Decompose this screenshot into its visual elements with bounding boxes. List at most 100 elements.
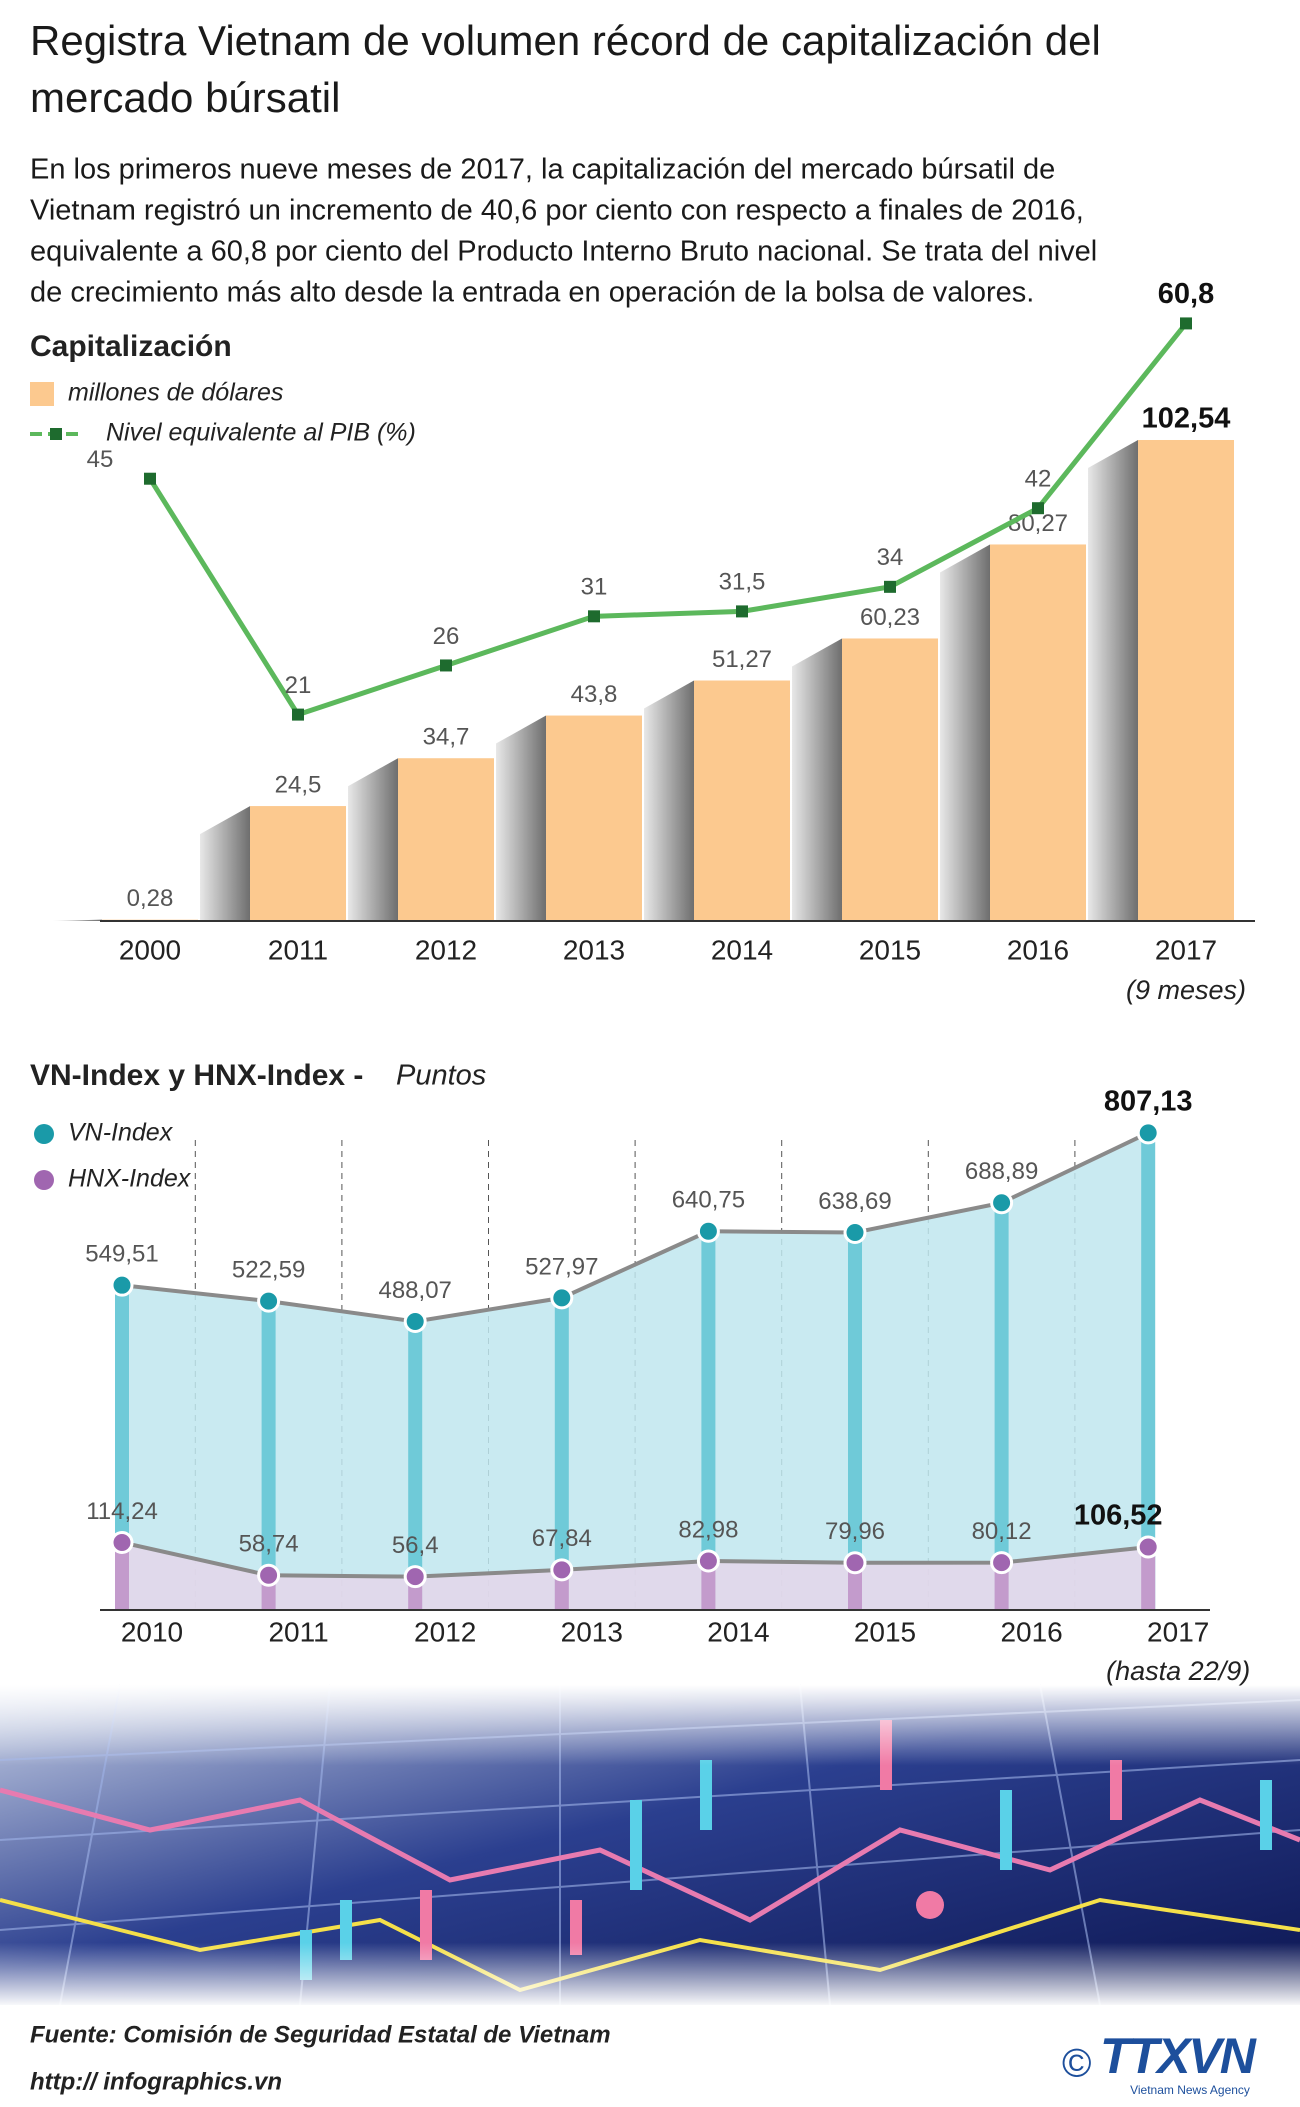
x-tick-label: 2014 (707, 1616, 769, 1647)
logo-subtitle: Vietnam News Agency (1130, 2083, 1250, 2097)
point (843, 1220, 867, 1244)
line-point (1180, 317, 1192, 330)
area (122, 1542, 1149, 1610)
description: Vietnam registró un incremento de 40,6 p… (30, 195, 1084, 227)
url: http:// infographics.vn (30, 2068, 282, 2095)
bar-side (1088, 439, 1138, 921)
value-label: 688,89 (965, 1158, 1038, 1185)
point (550, 1558, 574, 1582)
bar-value-label: 43,8 (571, 681, 618, 708)
value-label: 638,69 (818, 1188, 891, 1215)
chart-subtitle: Puntos (396, 1060, 486, 1092)
column (848, 1232, 862, 1610)
legend-label: millones de dólares (68, 379, 283, 407)
legend-label: HNX-Index (68, 1165, 192, 1193)
bar-side (496, 715, 546, 921)
line-point (1032, 502, 1044, 515)
point (110, 1273, 134, 1297)
point (990, 1191, 1014, 1215)
chart-title: Capitalización (30, 330, 232, 363)
x-tick-label: 2015 (859, 934, 921, 965)
column (994, 1562, 1009, 1610)
point (110, 1530, 134, 1554)
point (696, 1219, 720, 1243)
title: mercado búrsatil (30, 74, 340, 121)
column (408, 1321, 423, 1610)
point (257, 1563, 281, 1587)
column (1141, 1547, 1156, 1610)
value-label: 114,24 (86, 1498, 158, 1525)
point (403, 1309, 427, 1333)
line (147, 321, 1188, 718)
column (701, 1231, 716, 1610)
line-point (292, 708, 304, 721)
line-value-label: 26 (433, 623, 460, 650)
bar (546, 715, 642, 921)
bar (1138, 439, 1234, 921)
x-tick-label: 2016 (1000, 1616, 1062, 1647)
bar (842, 638, 938, 921)
bar-value-label: 0,28 (127, 885, 174, 912)
column (1141, 1132, 1156, 1610)
bar-value-label: 102,54 (1142, 403, 1231, 435)
line-value-label: 21 (285, 672, 312, 699)
point (257, 1289, 281, 1313)
line-value-label: 31,5 (719, 569, 766, 596)
value-label: 56,4 (392, 1532, 439, 1559)
bar-side (200, 806, 250, 921)
description: de crecimiento más alto desde la entrada… (30, 277, 1034, 309)
photo (0, 1684, 1300, 2007)
area (122, 1132, 1149, 1610)
title: Registra Vietnam de volumen récord de ca… (30, 17, 1101, 64)
line-point (736, 605, 748, 618)
line-value-label: 60,8 (1158, 278, 1214, 310)
column (554, 1297, 569, 1610)
column (261, 1301, 276, 1610)
bar (398, 758, 494, 921)
value-label: 640,75 (672, 1187, 745, 1214)
value-label: 106,52 (1074, 1500, 1163, 1532)
line-value-label: 31 (581, 574, 608, 601)
value-label: 488,07 (378, 1277, 451, 1304)
bar-value-label: 80,27 (1008, 510, 1068, 537)
bar (250, 806, 346, 921)
x-tick-label: 2013 (561, 1616, 623, 1647)
line-value-label: 45 (87, 446, 114, 473)
x-tick-label: 2017 (1155, 934, 1217, 965)
copyright: © (1062, 2042, 1091, 2086)
bar-side (348, 758, 398, 921)
value-label: 82,98 (678, 1516, 738, 1543)
bar-side (644, 680, 694, 921)
x-tick-label: 2013 (563, 934, 625, 965)
x-note: (9 meses) (1126, 975, 1246, 1005)
x-tick-label: 2015 (854, 1616, 916, 1647)
column (994, 1202, 1009, 1610)
value-label: 807,13 (1104, 1086, 1193, 1118)
x-tick-label: 2012 (414, 1616, 476, 1647)
x-tick-label: 2017 (1147, 1616, 1209, 1647)
value-label: 58,74 (239, 1531, 299, 1558)
bar-value-label: 60,23 (860, 604, 920, 631)
value-label: 79,96 (825, 1518, 885, 1545)
line (121, 1131, 1150, 1324)
value-label: 67,84 (532, 1525, 592, 1552)
bar-value-label: 34,7 (423, 724, 470, 751)
point (843, 1551, 867, 1575)
point (550, 1286, 574, 1310)
bar-side (792, 638, 842, 921)
x-tick-label: 2014 (711, 934, 773, 965)
x-tick-label: 2016 (1007, 934, 1069, 965)
column (115, 1285, 129, 1610)
legend-marker (34, 1124, 54, 1144)
bar-side (52, 919, 102, 921)
value-label: 522,59 (232, 1256, 305, 1283)
bar-value-label: 24,5 (275, 771, 322, 798)
line-point (440, 659, 452, 672)
line (121, 1540, 1149, 1579)
value-label: 527,97 (525, 1253, 598, 1280)
bar (694, 680, 790, 921)
x-tick-label: 2010 (121, 1616, 183, 1647)
column (701, 1560, 716, 1610)
line-point (144, 472, 156, 485)
